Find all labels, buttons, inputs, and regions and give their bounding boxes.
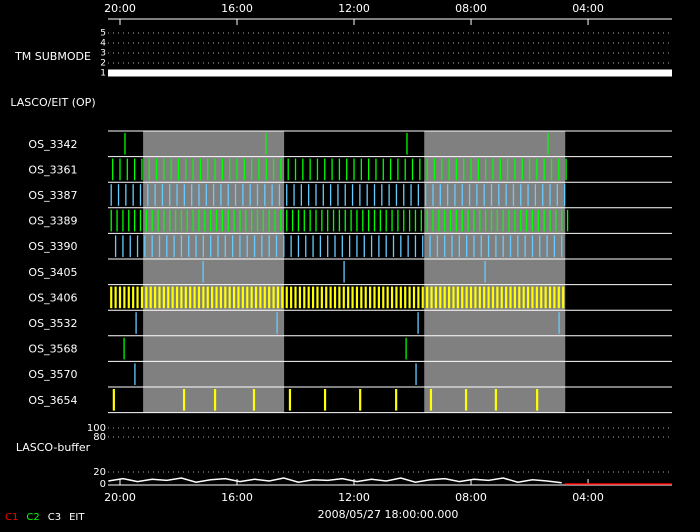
y-tick-label: 1 [100, 69, 106, 79]
row-label: OS_3390 [28, 240, 77, 253]
row-label: OS_3532 [28, 317, 77, 330]
y-tick-label: 0 [100, 479, 106, 490]
y-tick-label: 4 [100, 39, 106, 49]
y-tick-label: 2 [100, 59, 106, 69]
row-label: OS_3387 [28, 189, 77, 202]
row-label: OS_3570 [28, 368, 77, 381]
legend-entry: C3 [48, 512, 61, 523]
row-label: OS_3405 [28, 266, 77, 279]
x-tick-label: 20:00 [104, 2, 136, 15]
y-tick-label: 3 [100, 49, 106, 59]
y-tick-label: 20 [93, 467, 106, 478]
section-label: LASCO/EIT (OP) [10, 96, 95, 109]
submode-label: TM SUBMODE [14, 50, 91, 63]
x-tick-label: 12:00 [338, 491, 370, 504]
row-label: OS_3389 [28, 215, 77, 228]
legend-entry: EIT [69, 512, 85, 523]
shaded-interval [143, 131, 285, 413]
date-label: 2008/05/27 18:00:00.000 [318, 508, 459, 521]
row-label: OS_3568 [28, 343, 77, 356]
x-tick-label: 04:00 [572, 491, 604, 504]
row-label: OS_3342 [28, 138, 77, 151]
x-tick-label: 08:00 [455, 2, 487, 15]
shaded-interval [424, 131, 566, 413]
x-tick-label: 04:00 [572, 2, 604, 15]
legend-entry: C1 [5, 512, 18, 523]
y-tick-label: 5 [100, 29, 106, 39]
x-tick-label: 20:00 [104, 491, 136, 504]
buffer-line [108, 477, 562, 484]
legend-entry: C2 [26, 512, 39, 523]
x-tick-label: 16:00 [221, 491, 253, 504]
row-label: OS_3654 [28, 394, 77, 407]
y-tick-label: 100 [87, 423, 106, 434]
x-tick-label: 16:00 [221, 2, 253, 15]
x-tick-label: 08:00 [455, 491, 487, 504]
x-tick-label: 12:00 [338, 2, 370, 15]
row-label: OS_3406 [28, 291, 77, 304]
y-tick-label: 80 [93, 432, 106, 443]
buffer-label: LASCO-buffer [16, 441, 91, 454]
row-label: OS_3361 [28, 163, 77, 176]
